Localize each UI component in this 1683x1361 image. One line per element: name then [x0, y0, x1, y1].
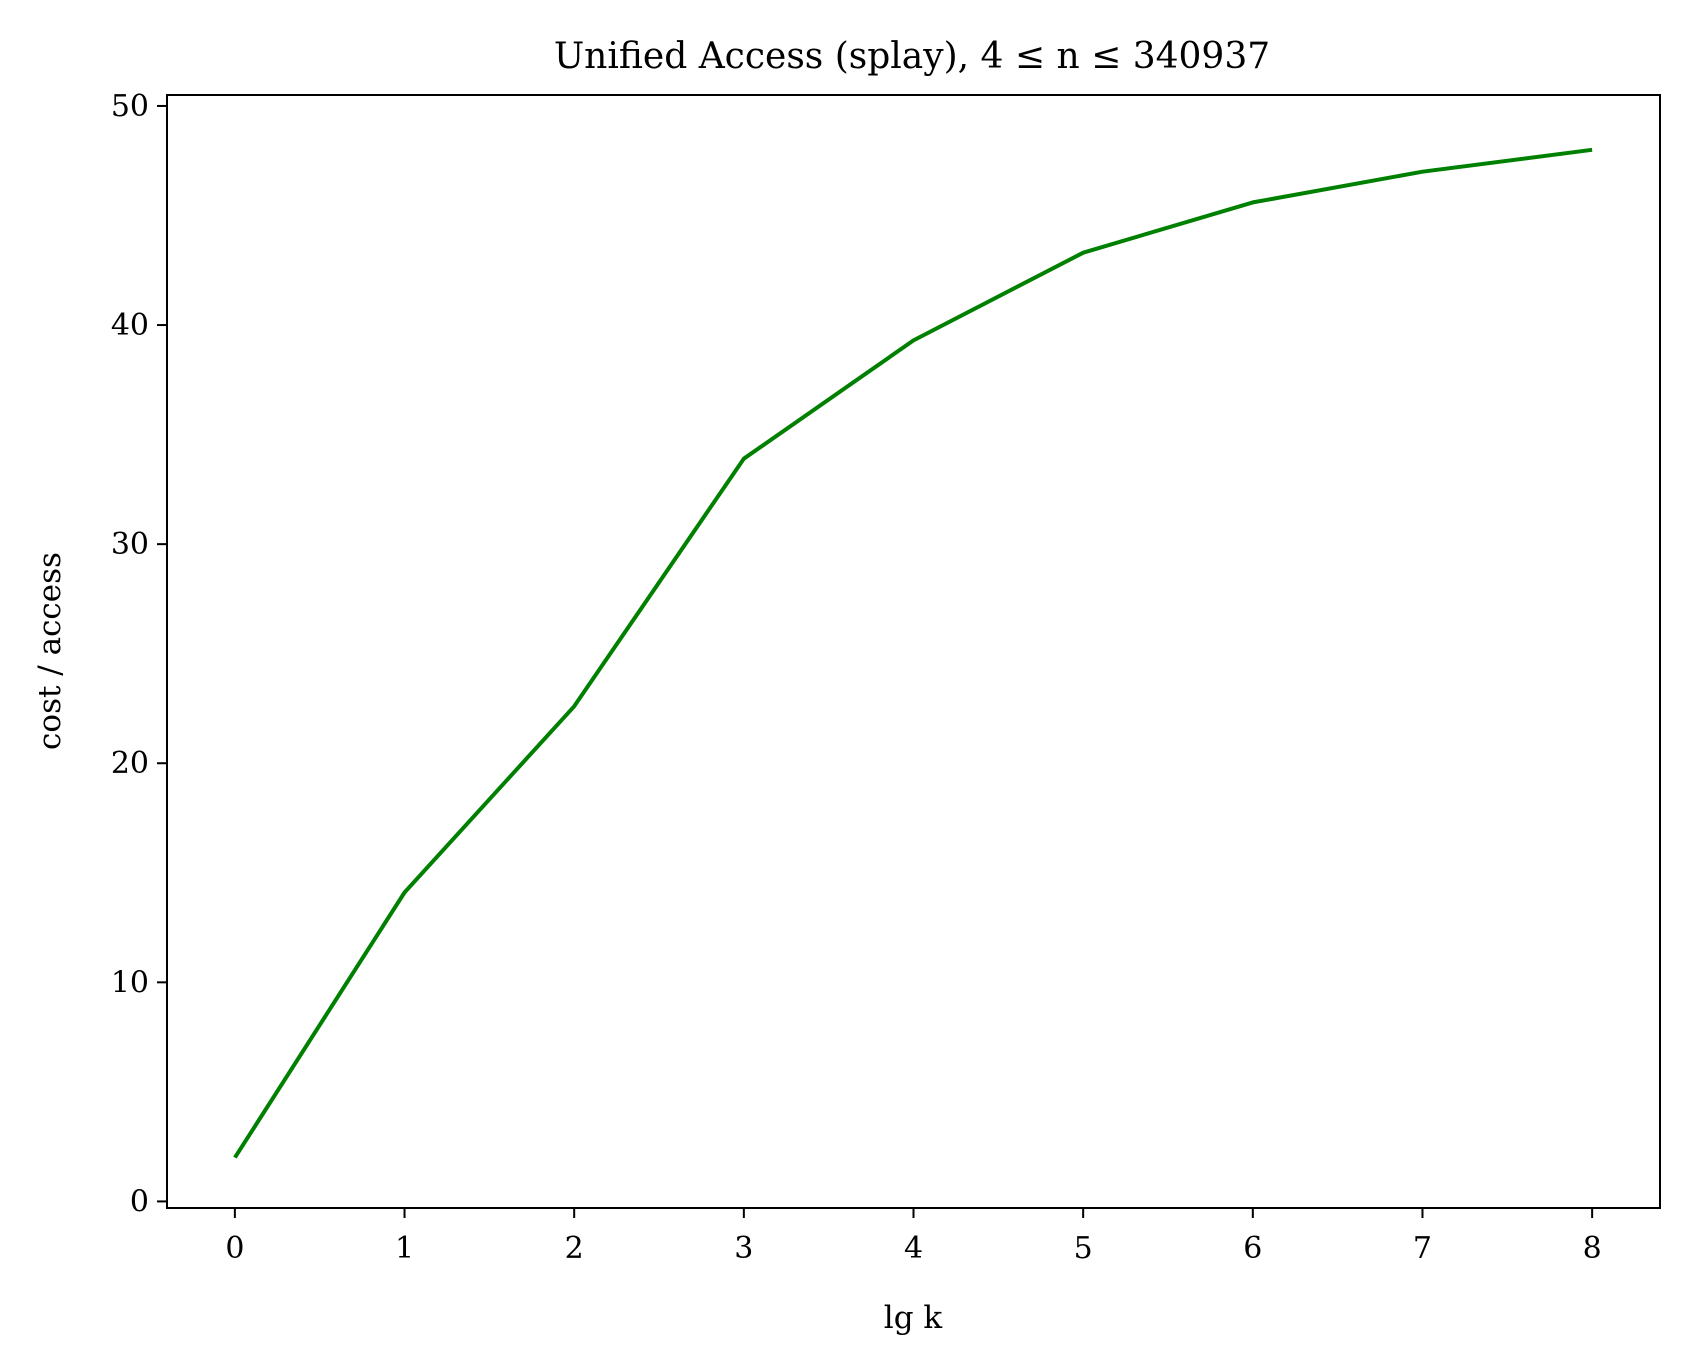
- y-axis-ticks: 0 10 20 30 40 50: [111, 89, 167, 1219]
- data-point: [403, 891, 407, 895]
- data-point: [1251, 200, 1255, 204]
- data-point: [572, 704, 576, 708]
- data-point: [742, 457, 746, 461]
- x-tick-label: 6: [1243, 1231, 1262, 1266]
- chart-title: Unified Access (splay), 4 ≤ n ≤ 340937: [554, 36, 1270, 77]
- data-point: [1081, 251, 1085, 255]
- x-tick-label: 8: [1583, 1231, 1602, 1266]
- x-tick-label: 5: [1074, 1231, 1093, 1266]
- x-axis-ticks: 0 1 2 3 4 5 6 7 8: [225, 1208, 1602, 1266]
- x-tick-label: 1: [395, 1231, 414, 1266]
- x-tick-label: 2: [565, 1231, 584, 1266]
- plot-area-frame: [166, 94, 1661, 1209]
- series-line-0: [233, 147, 1593, 1159]
- data-point: [1420, 170, 1424, 174]
- y-tick-label: 0: [130, 1184, 149, 1219]
- y-tick-label: 50: [111, 89, 149, 124]
- series-layer: [233, 147, 1594, 1160]
- x-tick-label: 0: [225, 1231, 244, 1266]
- x-tick-label: 3: [734, 1231, 753, 1266]
- y-tick-label: 40: [111, 308, 149, 343]
- data-point: [233, 1156, 237, 1160]
- y-tick-label: 20: [111, 746, 149, 781]
- data-point: [912, 338, 916, 342]
- y-tick-label: 30: [111, 527, 149, 562]
- x-axis-label: lg k: [884, 1300, 943, 1336]
- x-tick-label: 4: [904, 1231, 923, 1266]
- x-tick-label: 7: [1413, 1231, 1432, 1266]
- data-point: [1590, 148, 1594, 152]
- y-tick-label: 10: [111, 965, 149, 1000]
- y-axis-label: cost / access: [32, 552, 68, 750]
